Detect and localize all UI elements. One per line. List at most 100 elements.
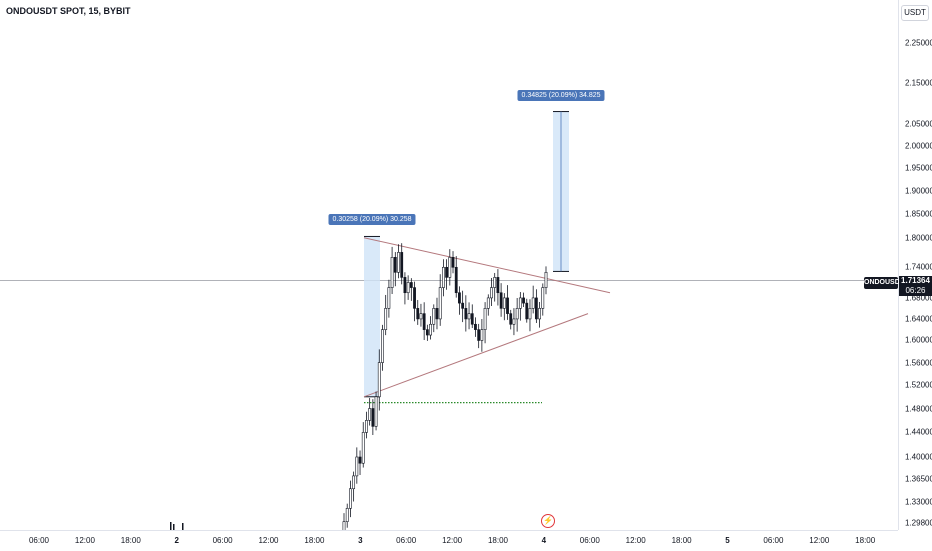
price-tick-label: 1.29800 <box>905 518 932 528</box>
price-tick-label: 1.80000 <box>905 233 932 243</box>
candle <box>518 292 522 321</box>
candle <box>403 272 407 305</box>
candle <box>381 324 384 371</box>
candle <box>342 513 346 530</box>
price-tick-label: 1.74000 <box>905 262 932 272</box>
time-tick-label: 06:00 <box>579 536 600 545</box>
candle <box>538 301 541 328</box>
measure-label-1[interactable]: 0.30258 (20.09%) 30.258 <box>328 214 416 225</box>
time-tick-label: 06:00 <box>28 536 50 545</box>
candle <box>371 399 375 436</box>
time-tick-label: 12:00 <box>74 536 95 545</box>
candle <box>531 285 535 314</box>
price-tick-label: 1.60000 <box>905 335 932 345</box>
price-tick-label: 1.90000 <box>905 186 932 196</box>
price-tick-label: 2.25000 <box>905 38 932 48</box>
price-tick-label: 1.56000 <box>905 358 932 368</box>
candle <box>377 349 381 411</box>
time-tick-label: 18:00 <box>304 536 325 545</box>
time-tick-label: 4 <box>541 536 547 545</box>
candle <box>352 471 356 502</box>
last-price-value: 1.71364 <box>901 276 930 285</box>
candle <box>502 293 506 321</box>
candle <box>425 324 429 341</box>
time-tick-label: 5 <box>725 536 730 545</box>
candle <box>506 285 509 320</box>
measure-label-2[interactable]: 0.34825 (20.09%) 34.825 <box>517 90 605 101</box>
candle <box>441 259 445 297</box>
candle <box>534 289 538 323</box>
price-tick-label: 1.64000 <box>905 314 932 324</box>
candle <box>509 309 513 330</box>
time-tick-label: 12:00 <box>809 536 830 545</box>
chart-area[interactable] <box>0 0 898 530</box>
time-tick-label: 12:00 <box>258 536 279 545</box>
candle <box>438 274 442 326</box>
time-scale[interactable] <box>0 530 898 551</box>
candle <box>496 269 500 306</box>
candle <box>374 391 378 431</box>
time-tick-label: 06:00 <box>396 536 417 545</box>
candle <box>464 295 468 332</box>
candle <box>345 503 349 528</box>
candle <box>422 302 426 341</box>
candle <box>528 299 532 332</box>
triangle-lower-line <box>363 313 589 398</box>
candle <box>355 447 359 484</box>
candle <box>486 294 490 316</box>
price-tick-label: 1.33000 <box>905 497 932 507</box>
candle <box>429 316 432 340</box>
currency-button[interactable]: USDT <box>901 5 929 21</box>
price-tick-label: 1.44000 <box>905 427 932 437</box>
candle <box>400 243 404 285</box>
price-tick-label: 1.85000 <box>905 209 932 219</box>
time-tick-label: 2 <box>174 536 179 545</box>
candle <box>451 251 455 274</box>
price-tick-label: 1.36500 <box>905 474 932 484</box>
time-tick-label: 18:00 <box>120 536 141 545</box>
candle <box>467 302 471 330</box>
bar-countdown: 06:26 <box>905 286 926 295</box>
candle <box>448 249 452 286</box>
candle <box>409 278 413 301</box>
price-chart[interactable] <box>0 0 898 530</box>
candle <box>541 283 545 316</box>
candle <box>515 298 519 332</box>
time-tick-label: 12:00 <box>442 536 463 545</box>
price-tick-label: 1.40000 <box>905 452 932 462</box>
price-tick-label: 1.95000 <box>905 163 932 173</box>
time-tick-label: 06:00 <box>212 536 233 545</box>
time-tick-label: 18:00 <box>855 536 876 545</box>
symbol-badge: ONDOUSDT <box>864 277 904 289</box>
candle <box>499 283 503 317</box>
candle <box>525 298 529 323</box>
measure-box-1 <box>364 236 380 397</box>
candle <box>544 266 548 295</box>
price-tick-label: 2.00000 <box>905 141 932 151</box>
candle <box>393 252 397 287</box>
price-tick-label: 2.15000 <box>905 78 932 88</box>
price-tick-label: 1.52000 <box>905 380 932 390</box>
time-tick-label: 06:00 <box>763 536 784 545</box>
candle <box>435 297 439 330</box>
candle <box>477 323 481 349</box>
candle <box>182 523 184 530</box>
candle <box>384 294 388 336</box>
time-tick-label: 12:00 <box>625 536 646 545</box>
candle <box>470 304 474 329</box>
last-price-label: 1.71364 06:26 <box>899 276 932 296</box>
symbol-title[interactable]: ONDOUSDT SPOT, 15, BYBIT <box>6 6 131 16</box>
candle <box>458 286 461 315</box>
candle <box>406 275 410 300</box>
candle <box>419 303 423 327</box>
lightning-icon[interactable]: ⚡ <box>541 514 555 528</box>
candle <box>390 246 394 295</box>
candle <box>483 302 487 344</box>
candle <box>365 411 368 439</box>
candle <box>522 292 525 308</box>
candle <box>361 422 365 468</box>
price-tick-label: 2.05000 <box>905 119 932 129</box>
candle <box>490 278 493 307</box>
price-scale[interactable] <box>898 0 932 530</box>
candle <box>474 317 477 337</box>
